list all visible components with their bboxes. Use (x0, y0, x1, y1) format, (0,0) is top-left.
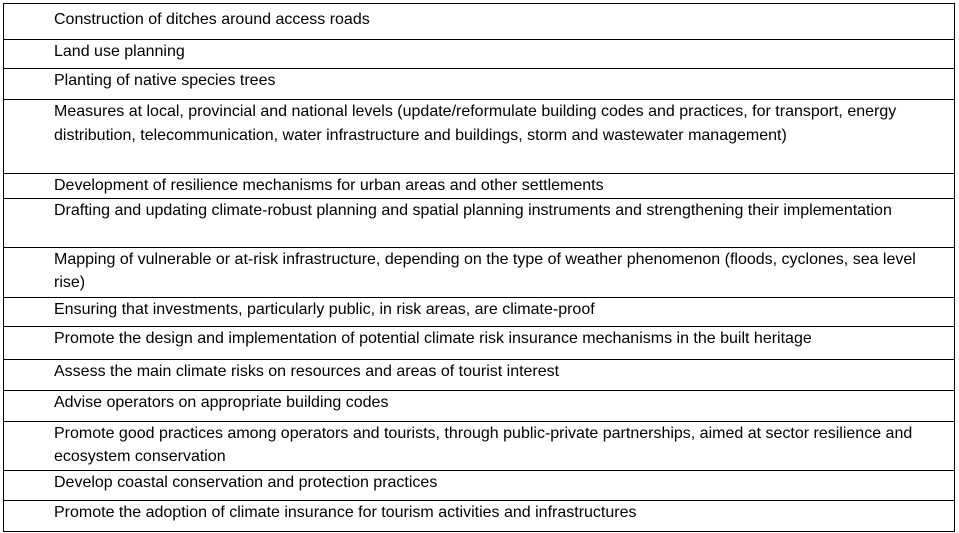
table-cell: Measures at local, provincial and nation… (3, 99, 955, 174)
table-cell: Mapping of vulnerable or at-risk infrast… (3, 246, 955, 298)
table-row: Drafting and updating climate-robust pla… (3, 197, 955, 248)
table-cell: Ensuring that investments, particularly … (3, 296, 955, 327)
table-cell: Drafting and updating climate-robust pla… (3, 197, 955, 248)
table-row: Construction of ditches around access ro… (3, 3, 955, 40)
table-row: Promote good practices among operators a… (3, 420, 955, 471)
table-row: Measures at local, provincial and nation… (3, 99, 955, 174)
table-row: Promote the adoption of climate insuranc… (3, 499, 955, 532)
table-row: Advise operators on appropriate building… (3, 389, 955, 422)
measures-table: Construction of ditches around access ro… (3, 3, 955, 532)
table-cell: Construction of ditches around access ro… (3, 3, 955, 40)
table-row: Planting of native species trees (3, 68, 955, 100)
table-row: Mapping of vulnerable or at-risk infrast… (3, 246, 955, 298)
table-cell: Promote good practices among operators a… (3, 420, 955, 471)
table-cell: Promote the adoption of climate insuranc… (3, 499, 955, 532)
table-cell: Develop coastal conservation and protect… (3, 469, 955, 501)
table-cell: Promote the design and implementation of… (3, 325, 955, 360)
table-cell: Assess the main climate risks on resourc… (3, 358, 955, 391)
table-row: Ensuring that investments, particularly … (3, 296, 955, 327)
table-row: Land use planning (3, 39, 955, 69)
table-row: Assess the main climate risks on resourc… (3, 358, 955, 391)
table-row: Promote the design and implementation of… (3, 325, 955, 360)
table-cell: Development of resilience mechanisms for… (3, 173, 955, 199)
table-cell: Advise operators on appropriate building… (3, 389, 955, 422)
table-row: Develop coastal conservation and protect… (3, 469, 955, 501)
table-cell: Planting of native species trees (3, 68, 955, 100)
table-cell: Land use planning (3, 39, 955, 69)
table-row: Development of resilience mechanisms for… (3, 173, 955, 199)
